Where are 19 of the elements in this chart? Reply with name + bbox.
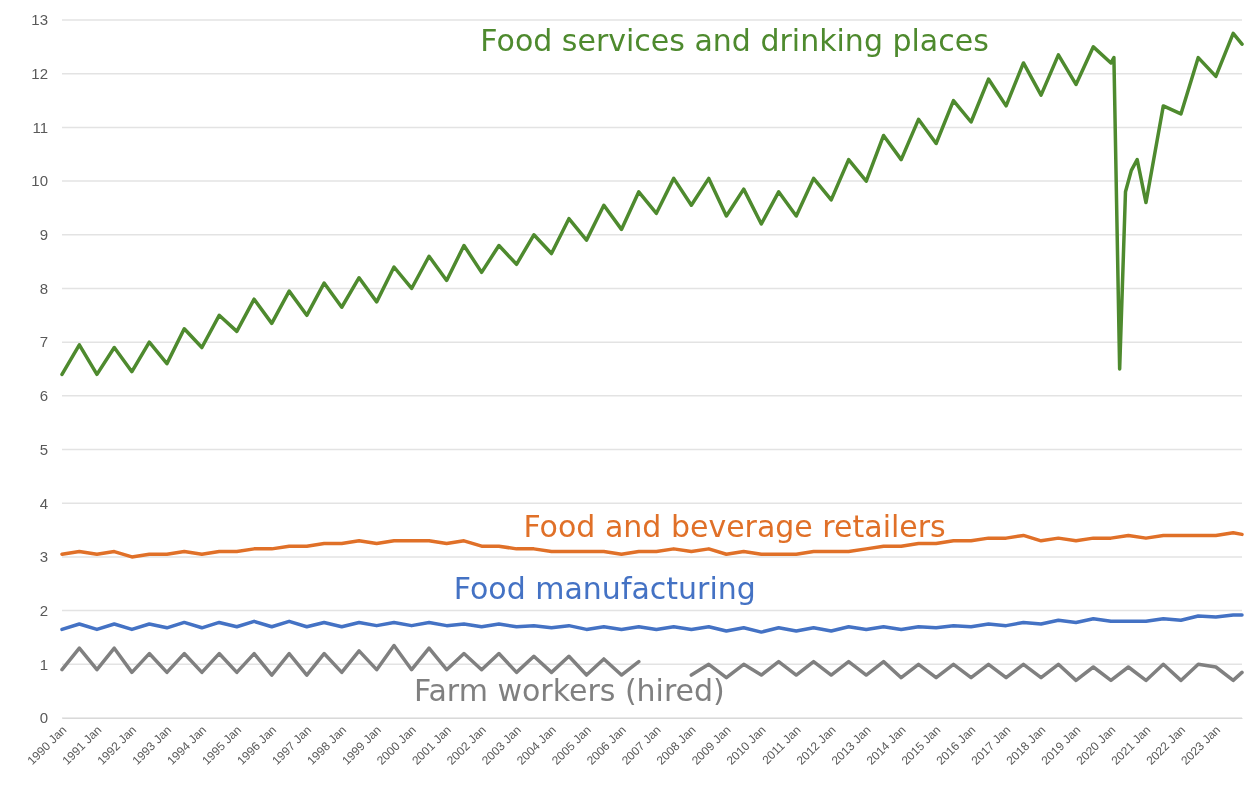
series-label: Food manufacturing bbox=[453, 571, 756, 607]
y-tick-label: 4 bbox=[39, 494, 48, 512]
series-label: Food and beverage retailers bbox=[523, 508, 946, 544]
y-tick-label: 5 bbox=[39, 440, 48, 458]
line-series bbox=[60, 613, 1244, 634]
y-tick-label: 6 bbox=[39, 387, 48, 405]
y-tick-label: 0 bbox=[39, 709, 48, 727]
y-tick-label: 8 bbox=[39, 279, 48, 297]
y-tick-label: 12 bbox=[31, 64, 48, 82]
y-tick-label: 13 bbox=[31, 11, 48, 29]
y-tick-label: 2 bbox=[39, 601, 48, 619]
series-label: Farm workers (hired) bbox=[413, 672, 725, 708]
y-tick-label: 1 bbox=[39, 655, 48, 673]
y-tick-label: 11 bbox=[32, 118, 48, 136]
series-label: Food services and drinking places bbox=[480, 23, 989, 59]
y-tick-label: 9 bbox=[39, 226, 48, 244]
y-tick-label: 3 bbox=[39, 548, 48, 566]
y-tick-label: 7 bbox=[39, 333, 48, 351]
y-tick-label: 10 bbox=[31, 172, 48, 190]
